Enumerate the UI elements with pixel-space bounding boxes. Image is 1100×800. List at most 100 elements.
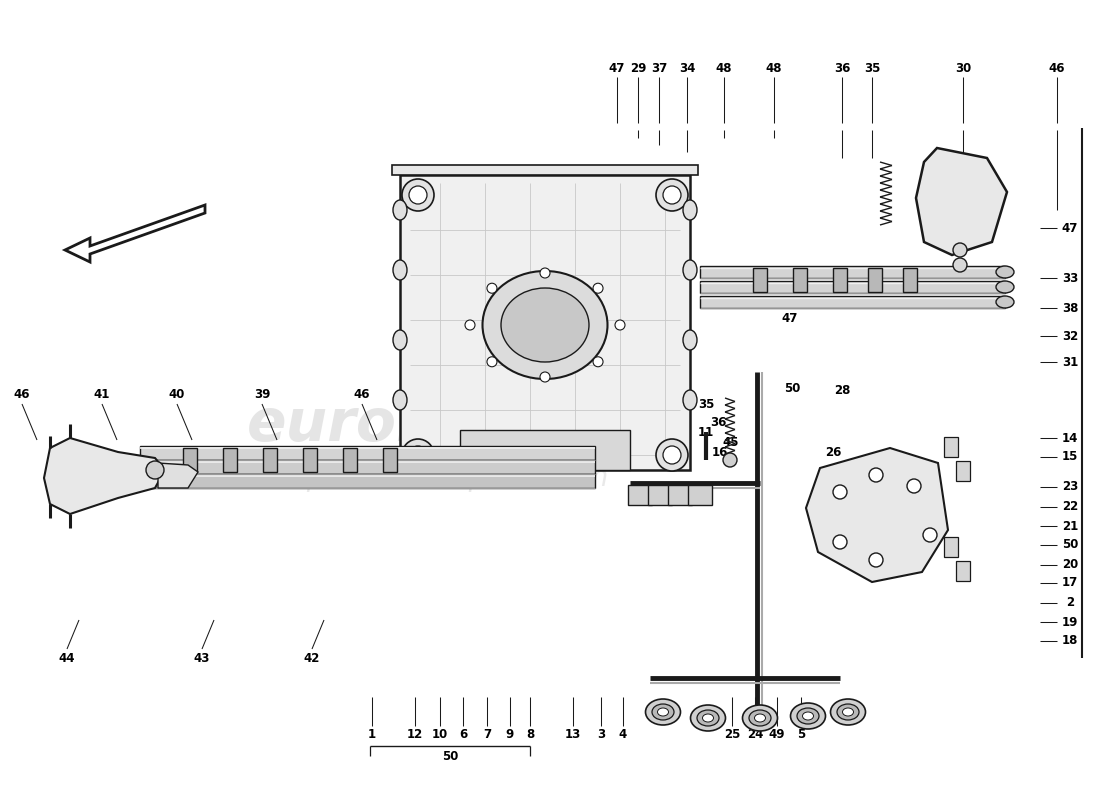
Text: 45: 45 <box>723 437 739 450</box>
Circle shape <box>409 446 427 464</box>
Ellipse shape <box>697 710 719 726</box>
Ellipse shape <box>652 704 674 720</box>
Bar <box>700 266 1005 278</box>
Text: 39: 39 <box>254 389 271 402</box>
Ellipse shape <box>830 699 866 725</box>
Circle shape <box>869 553 883 567</box>
Circle shape <box>656 179 688 211</box>
Text: 20: 20 <box>1062 558 1078 571</box>
Ellipse shape <box>703 714 714 722</box>
Circle shape <box>953 258 967 272</box>
Ellipse shape <box>393 200 407 220</box>
Circle shape <box>723 453 737 467</box>
Bar <box>754 268 767 292</box>
Bar <box>343 448 358 472</box>
Bar <box>868 268 882 292</box>
Bar <box>648 485 672 505</box>
Circle shape <box>465 320 475 330</box>
Ellipse shape <box>691 705 726 731</box>
Ellipse shape <box>755 714 766 722</box>
Polygon shape <box>916 148 1006 255</box>
Circle shape <box>402 179 434 211</box>
Text: 47: 47 <box>782 311 799 325</box>
Text: 48: 48 <box>766 62 782 74</box>
Ellipse shape <box>683 200 697 220</box>
Text: 44: 44 <box>58 651 75 665</box>
Text: 23: 23 <box>1062 481 1078 494</box>
Circle shape <box>540 372 550 382</box>
Bar <box>302 448 317 472</box>
Text: 43: 43 <box>194 651 210 665</box>
Circle shape <box>833 535 847 549</box>
Text: 1: 1 <box>367 729 376 742</box>
Ellipse shape <box>500 288 588 362</box>
Text: 46: 46 <box>1048 62 1065 74</box>
Bar <box>956 461 970 481</box>
Text: 36: 36 <box>834 62 850 74</box>
Text: 37: 37 <box>651 62 667 74</box>
Text: 24: 24 <box>747 729 763 742</box>
Text: 25: 25 <box>724 729 740 742</box>
Circle shape <box>656 439 688 471</box>
Circle shape <box>923 528 937 542</box>
Ellipse shape <box>996 296 1014 308</box>
Text: 6: 6 <box>459 729 468 742</box>
Text: 47: 47 <box>608 62 625 74</box>
Bar <box>700 296 1005 308</box>
Text: 26: 26 <box>825 446 842 458</box>
Circle shape <box>833 485 847 499</box>
Text: 31: 31 <box>1062 355 1078 369</box>
Bar <box>140 446 595 460</box>
Bar <box>140 474 595 488</box>
Bar <box>392 165 698 175</box>
Ellipse shape <box>996 266 1014 278</box>
Text: 40: 40 <box>168 389 185 402</box>
Text: 16: 16 <box>712 446 728 458</box>
Circle shape <box>146 461 164 479</box>
Text: 14: 14 <box>1062 431 1078 445</box>
Bar <box>700 281 1005 293</box>
Text: 38: 38 <box>1062 302 1078 314</box>
Text: 35: 35 <box>697 398 714 411</box>
Circle shape <box>908 479 921 493</box>
Text: 8: 8 <box>526 729 535 742</box>
Bar <box>183 448 197 472</box>
Circle shape <box>663 446 681 464</box>
Ellipse shape <box>483 271 607 379</box>
Text: 10: 10 <box>432 729 448 742</box>
Text: 9: 9 <box>506 729 514 742</box>
Circle shape <box>615 320 625 330</box>
Bar <box>688 485 712 505</box>
Bar <box>140 460 595 474</box>
Bar <box>944 537 958 557</box>
Text: 41: 41 <box>94 389 110 402</box>
Ellipse shape <box>749 710 771 726</box>
Ellipse shape <box>996 281 1014 293</box>
Polygon shape <box>158 463 198 488</box>
Circle shape <box>487 283 497 294</box>
Ellipse shape <box>742 705 778 731</box>
Ellipse shape <box>393 390 407 410</box>
Text: 29: 29 <box>630 62 646 74</box>
Bar <box>956 561 970 581</box>
Bar <box>833 268 847 292</box>
Text: a passion for parts.com: a passion for parts.com <box>282 464 608 492</box>
Bar <box>400 175 690 470</box>
Polygon shape <box>806 448 948 582</box>
Text: 50: 50 <box>1062 538 1078 551</box>
Bar <box>383 448 397 472</box>
Circle shape <box>540 268 550 278</box>
Text: 47: 47 <box>1062 222 1078 234</box>
Ellipse shape <box>683 260 697 280</box>
Ellipse shape <box>837 704 859 720</box>
Ellipse shape <box>803 712 814 720</box>
Circle shape <box>663 186 681 204</box>
Bar <box>223 448 236 472</box>
Text: 32: 32 <box>1062 330 1078 342</box>
Text: 22: 22 <box>1062 501 1078 514</box>
Bar <box>263 448 277 472</box>
Bar <box>944 437 958 457</box>
Text: 5: 5 <box>796 729 805 742</box>
Ellipse shape <box>683 330 697 350</box>
Text: 50: 50 <box>784 382 800 394</box>
